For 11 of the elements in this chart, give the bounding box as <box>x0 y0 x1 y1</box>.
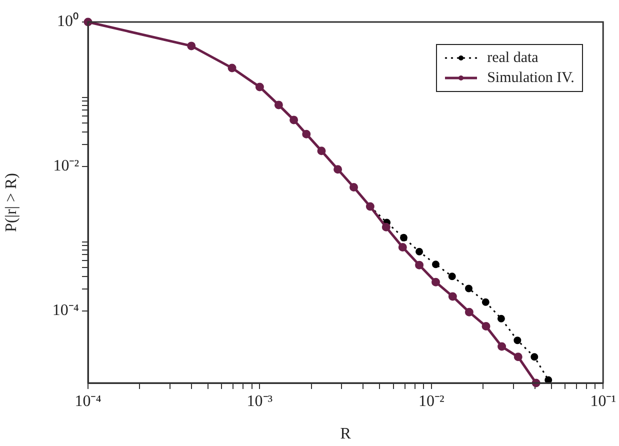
x-axis-title: R <box>340 426 352 443</box>
y-tick-label: 10⁻² <box>53 158 80 175</box>
x-tick-label: 10⁻⁴ <box>74 392 102 410</box>
y-axis-title: P(|r| > R) <box>2 173 20 232</box>
x-tick-label: 10⁻³ <box>246 392 273 410</box>
y-tick-label: 10⁰ <box>57 12 79 30</box>
x-tick-label: 10⁻² <box>418 392 445 410</box>
legend-label: real data <box>487 50 538 66</box>
legend-label: Simulation IV. <box>487 70 574 86</box>
y-tick-label: 10⁻⁴ <box>52 302 80 320</box>
x-tick-label: 10⁻¹ <box>590 392 616 410</box>
